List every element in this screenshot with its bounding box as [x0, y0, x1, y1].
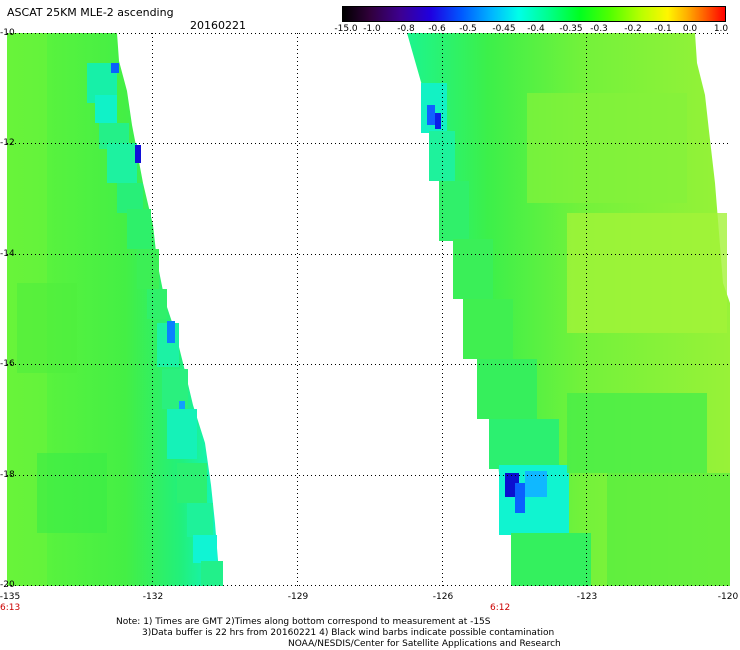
product-date: 20160221	[190, 19, 246, 32]
lon-label: -135	[0, 592, 21, 602]
pass-time: 6:13	[0, 603, 21, 613]
footer-credit: NOAA/NESDIS/Center for Satellite Applica…	[288, 639, 561, 649]
colorbar-label: -0.5	[459, 24, 477, 34]
colorbar-label: -0.35	[559, 24, 583, 34]
lon-label: -120	[717, 592, 739, 602]
lat-label: -12	[0, 138, 15, 148]
colorbar-label: -0.3	[590, 24, 608, 34]
colorbar-label: -0.6	[428, 24, 446, 34]
lat-label: -10	[0, 28, 15, 38]
lon-label: -129	[287, 592, 309, 602]
product-title: ASCAT 25KM MLE-2 ascending	[7, 6, 174, 19]
swath-left-texture	[7, 33, 223, 586]
footer-note-1: Note: 1) Times are GMT 2)Times along bot…	[116, 617, 491, 627]
gridlines	[7, 33, 730, 586]
lat-label: -14	[0, 249, 15, 259]
colorbar-label: 1.0	[713, 24, 729, 34]
colorbar-label: -0.45	[492, 24, 516, 34]
map-plot-area	[7, 33, 730, 586]
lon-label: -132	[142, 592, 164, 602]
swath-map	[7, 33, 730, 586]
pass-time: 6:12	[490, 603, 511, 613]
colorbar-label: -0.2	[624, 24, 642, 34]
footer-note-2: 3)Data buffer is 22 hrs from 20160221 4)…	[142, 628, 555, 638]
colorbar-label: 0.0	[682, 24, 698, 34]
lat-label: -18	[0, 470, 15, 480]
lat-label: -16	[0, 359, 15, 369]
colorbar-label: -15.0	[334, 24, 358, 34]
colorbar-label: -0.1	[654, 24, 672, 34]
lon-label: -123	[576, 592, 598, 602]
colorbar-label: -1.0	[363, 24, 381, 34]
colorbar	[342, 6, 726, 22]
colorbar-label: -0.8	[397, 24, 415, 34]
colorbar-label: -0.4	[527, 24, 545, 34]
swath-right-texture	[421, 83, 730, 586]
lon-label: -126	[432, 592, 454, 602]
lat-label: -20	[0, 580, 15, 590]
